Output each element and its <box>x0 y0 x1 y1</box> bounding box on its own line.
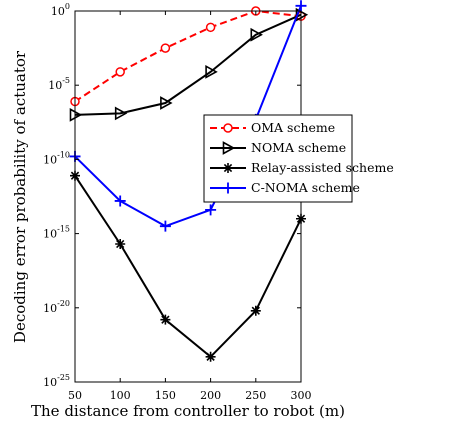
data-point <box>205 351 216 362</box>
data-point <box>160 96 173 110</box>
y-tick-label: 10-25 <box>43 373 70 389</box>
series-line <box>74 5 302 228</box>
data-point <box>205 204 217 216</box>
data-point <box>160 43 171 53</box>
legend-marker <box>223 163 233 173</box>
y-tick-label: 10-10 <box>43 150 70 166</box>
legend-label: NOMA scheme <box>251 140 346 155</box>
legend-marker <box>222 141 236 155</box>
legend-label: C-NOMA scheme <box>251 180 360 195</box>
x-tick-label: 50 <box>68 389 82 402</box>
x-tick-label: 300 <box>291 389 312 402</box>
legend-entry: C-NOMA scheme <box>210 180 360 195</box>
series-line <box>74 9 302 103</box>
legend: OMA scheme NOMA scheme Relay-assisted sche… <box>203 114 394 203</box>
y-tick-label: 10-5 <box>48 76 70 92</box>
ticks-layer: 50 100 150 200 250 300 100 10-5 10-10 10-15 10-20 1… <box>43 2 311 402</box>
x-tick-label: 100 <box>110 389 131 402</box>
legend-label: OMA scheme <box>251 120 335 135</box>
y-tick-label: 10-15 <box>43 225 70 241</box>
legend-entry: NOMA scheme <box>210 140 346 155</box>
legend-marker <box>223 123 233 133</box>
data-point <box>295 0 307 12</box>
y-axis-title: Decoding error probability of actuator <box>11 50 29 343</box>
data-point <box>160 314 171 325</box>
data-point <box>205 22 216 33</box>
legend-label: Relay-assisted scheme <box>251 160 394 175</box>
series-line <box>74 13 302 116</box>
data-point <box>114 195 126 207</box>
y-tick-label: 10-20 <box>43 299 70 315</box>
data-point <box>250 305 261 316</box>
data-point <box>115 238 126 249</box>
x-tick-label: 200 <box>200 389 221 402</box>
x-axis-title: The distance from controller to robot (m… <box>31 402 345 420</box>
data-point <box>115 67 125 77</box>
series-line <box>74 175 302 359</box>
data-point <box>250 27 263 42</box>
x-tick-label: 150 <box>155 389 176 402</box>
legend-entry: OMA scheme <box>210 120 335 135</box>
legend-marker <box>222 182 234 194</box>
data-point <box>159 220 171 232</box>
x-tick-label: 250 <box>245 389 266 402</box>
data-point <box>114 106 128 121</box>
data-point <box>205 64 218 79</box>
y-tick-label: 100 <box>51 2 70 18</box>
legend-entry: Relay-assisted scheme <box>210 160 394 175</box>
